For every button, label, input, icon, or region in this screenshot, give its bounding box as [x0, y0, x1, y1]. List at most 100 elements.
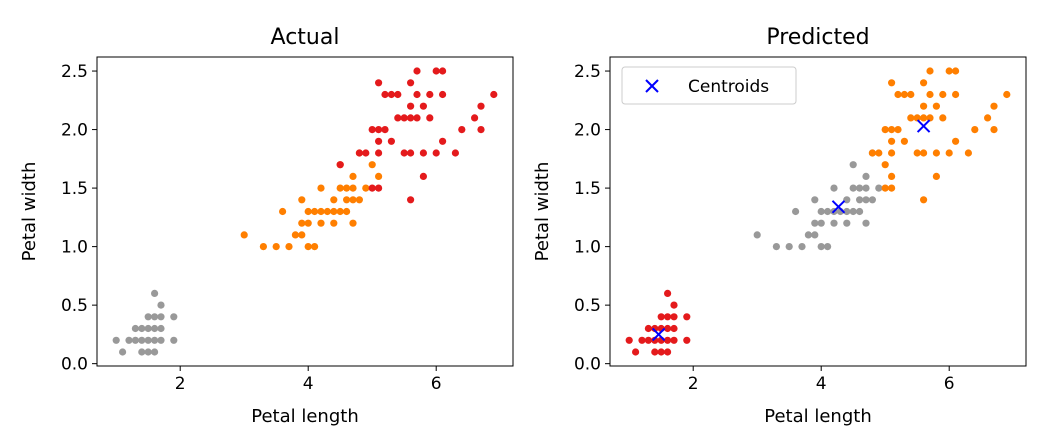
data-point: [413, 90, 421, 99]
y-tick-label: 1.5: [61, 179, 88, 199]
data-point: [157, 324, 165, 333]
y-tick-label: 0.5: [61, 296, 88, 316]
x-tick-label: 6: [944, 374, 955, 394]
data-point: [362, 184, 370, 192]
y-tick-label: 2.5: [574, 62, 601, 82]
data-point: [138, 348, 146, 356]
y-tick-label: 1.5: [574, 179, 601, 199]
data-point: [375, 184, 383, 192]
data-point: [298, 231, 306, 239]
data-point: [407, 114, 415, 122]
data-point: [375, 137, 383, 145]
data-point: [792, 207, 800, 216]
data-point: [772, 243, 781, 251]
data-point: [875, 149, 883, 157]
data-point: [920, 79, 928, 87]
data-point: [798, 243, 806, 251]
data-point: [920, 114, 928, 122]
data-point: [785, 243, 793, 251]
data-point: [170, 336, 178, 344]
y-tick-label: 1.0: [574, 238, 601, 258]
data-point: [151, 313, 159, 321]
data-point: [964, 149, 973, 157]
data-point: [298, 196, 306, 204]
data-point: [888, 184, 896, 192]
data-point: [670, 313, 678, 321]
data-point: [125, 336, 133, 344]
data-point: [657, 348, 665, 356]
data-point: [323, 207, 331, 216]
data-point: [971, 126, 979, 134]
data-point: [144, 348, 152, 356]
data-point: [664, 313, 672, 321]
centroid-marker: [916, 119, 931, 133]
data-point: [311, 207, 319, 216]
data-point: [131, 336, 139, 344]
y-tick-label: 0.0: [61, 355, 88, 375]
data-point: [144, 313, 152, 321]
data-point: [932, 172, 941, 180]
data-point: [856, 207, 864, 216]
data-point: [804, 231, 813, 239]
data-point: [862, 172, 870, 180]
data-point: [638, 336, 646, 344]
y-tick-label: 2.0: [61, 121, 88, 141]
y-tick-label: 2.0: [574, 121, 601, 141]
series-gray: [112, 289, 178, 356]
data-point: [426, 90, 434, 99]
data-point: [426, 114, 434, 122]
y-tick-label: 1.0: [61, 238, 88, 258]
data-point: [856, 196, 864, 204]
data-point: [657, 313, 665, 321]
data-point: [419, 102, 427, 110]
data-point: [894, 126, 902, 134]
data-point: [843, 207, 851, 216]
data-point: [304, 243, 312, 251]
data-point: [888, 126, 896, 134]
data-point: [1003, 90, 1011, 99]
series-orange: [868, 67, 1011, 204]
data-point: [387, 90, 395, 99]
data-point: [900, 90, 909, 99]
data-point: [632, 348, 640, 356]
chart-title: Predicted: [766, 25, 869, 50]
data-point: [375, 126, 383, 134]
data-point: [881, 161, 889, 169]
data-point: [439, 90, 447, 99]
data-point: [664, 348, 672, 356]
data-point: [170, 313, 178, 321]
data-point: [458, 126, 466, 134]
data-point: [285, 243, 293, 251]
data-point: [343, 207, 351, 216]
data-point: [368, 126, 376, 134]
data-point: [400, 149, 408, 157]
data-point: [913, 114, 921, 122]
data-point: [849, 184, 857, 192]
data-point: [304, 219, 312, 227]
data-point: [849, 207, 857, 216]
data-point: [862, 219, 870, 227]
data-point: [683, 313, 691, 321]
data-point: [644, 336, 653, 344]
data-point: [330, 219, 338, 227]
centroid-marker: [831, 200, 846, 214]
y-tick-label: 0.0: [574, 355, 601, 375]
data-point: [349, 172, 357, 180]
data-point: [336, 207, 344, 216]
data-point: [407, 149, 415, 157]
x-axis-label: Petal length: [251, 406, 358, 427]
data-point: [920, 196, 928, 204]
legend-box: [621, 66, 797, 105]
data-point: [856, 184, 864, 192]
data-point: [317, 184, 325, 192]
data-point: [868, 196, 877, 204]
data-point: [651, 336, 659, 344]
data-point: [407, 79, 415, 87]
y-axis-label: Petal width: [19, 162, 40, 262]
chart-panel-1: 2 4 6 0.0 0.5 1.0 1.5 2.0 2.5 Actual Petal length P…: [19, 25, 514, 427]
data-point: [291, 231, 299, 239]
data-point: [894, 90, 902, 99]
data-point: [753, 231, 761, 239]
data-point: [824, 243, 832, 251]
